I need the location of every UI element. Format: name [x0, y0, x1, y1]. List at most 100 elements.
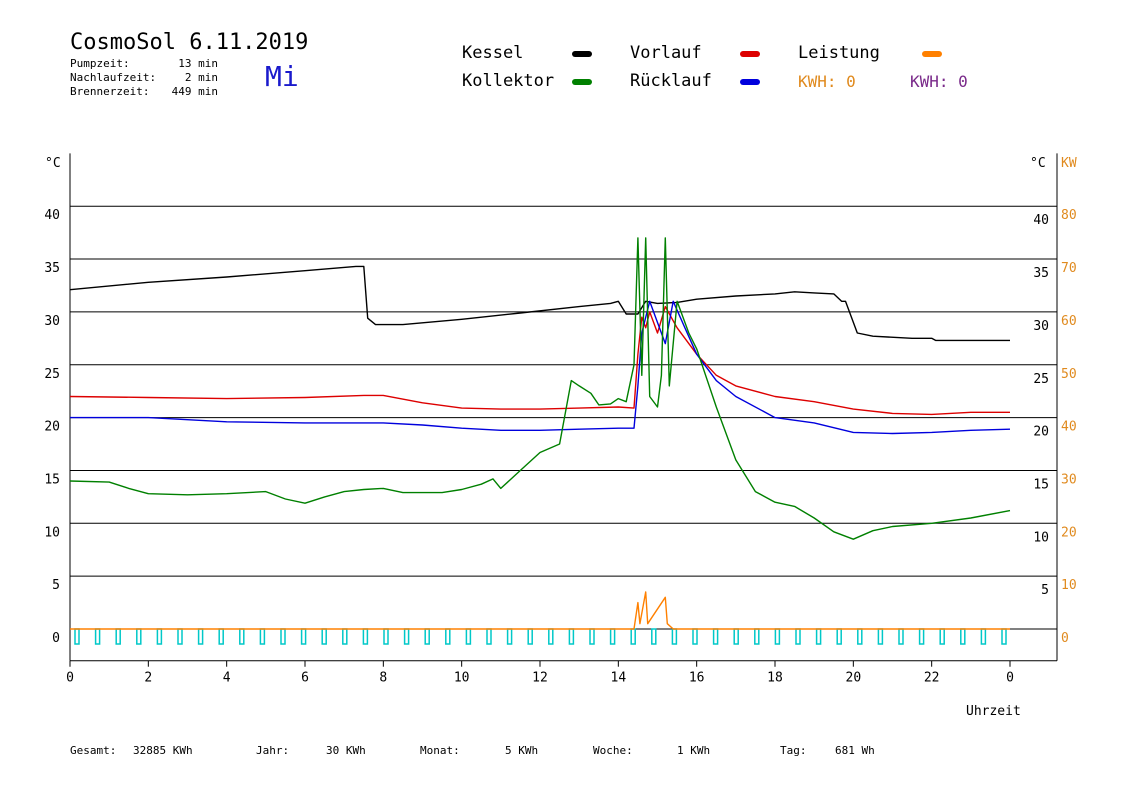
y-tick-label-left: 5	[52, 578, 60, 593]
stat-value: 2 min	[184, 71, 218, 84]
pump-marker	[424, 628, 430, 645]
x-axis-label: Uhrzeit	[966, 704, 1021, 719]
y-tick-label-right-celsius: 25	[1033, 372, 1049, 387]
series-line-kollektor	[69, 237, 1011, 540]
y-tick-label-right-kw: 70	[1061, 261, 1077, 276]
y-tick-label-left: 20	[44, 420, 60, 435]
y-tick-label-right-kw: 50	[1061, 367, 1077, 382]
y-tick-label-right-kw: 80	[1061, 208, 1077, 223]
legend-label-ruecklauf: Rücklauf	[630, 71, 712, 91]
y-tick-label-right-celsius: 15	[1033, 477, 1049, 492]
pump-marker	[156, 628, 163, 645]
y-tick-label-left: 25	[44, 367, 60, 382]
pump-marker	[197, 628, 204, 645]
y-axis-label-right-kw: KW	[1061, 156, 1077, 171]
weekday-label: Mi	[265, 60, 299, 93]
legend-label-vorlauf: Vorlauf	[630, 43, 702, 63]
stat-label: Pumpzeit:	[70, 57, 130, 70]
pump-marker	[465, 628, 472, 645]
chart-grid	[70, 205, 1057, 630]
legend-swatch-vorlauf	[740, 51, 760, 57]
y-axis-label-left: °C	[45, 156, 61, 171]
y-tick-label-right-celsius: 30	[1033, 319, 1049, 334]
stat-label: Brennerzeit:	[70, 85, 150, 98]
pump-marker	[939, 628, 945, 645]
y-tick-label-left: 10	[44, 525, 60, 540]
pump-marker	[94, 628, 101, 645]
legend-swatch-leistung	[922, 51, 942, 57]
x-tick-label: 12	[532, 671, 548, 686]
pump-marker	[1001, 628, 1007, 645]
pump-marker	[960, 628, 966, 645]
y-tick-label-left: 35	[44, 261, 60, 276]
footer-jahr-label: Jahr:	[256, 744, 290, 757]
footer-tag-value: 681 Wh	[835, 744, 875, 757]
y-tick-label-left: 15	[44, 472, 60, 487]
pump-marker	[239, 628, 245, 645]
pump-marker	[383, 628, 389, 645]
pump-marker	[630, 628, 636, 645]
y-tick-label-right-celsius: 10	[1033, 530, 1049, 545]
pump-marker	[403, 628, 410, 645]
x-tick-label: 14	[611, 671, 627, 686]
x-tick-label: 0	[1006, 671, 1014, 686]
pump-marker	[774, 628, 781, 645]
x-tick-label: 22	[924, 671, 940, 686]
footer-monat-value: 5 KWh	[505, 744, 539, 757]
series-line-leistung	[70, 591, 1010, 630]
stats-labels: Pumpzeit: Nachlaufzeit: Brennerzeit:	[70, 57, 156, 99]
pump-marker	[898, 628, 904, 645]
pump-marker	[506, 628, 513, 645]
x-tick-label: 16	[689, 671, 705, 686]
stat-label: Nachlaufzeit:	[70, 71, 157, 84]
x-tick-label: 8	[379, 671, 387, 686]
y-tick-label-right-kw: 10	[1061, 578, 1077, 593]
pump-markers	[74, 628, 1007, 645]
legend-label-leistung: Leistung	[798, 43, 880, 63]
y-tick-label-right-celsius: 20	[1033, 425, 1049, 440]
series-line-rücklauf	[70, 300, 1011, 435]
x-tick-label: 6	[301, 671, 309, 686]
y-tick-label-right-kw: 60	[1061, 314, 1077, 329]
pump-marker	[754, 628, 760, 645]
pump-marker	[815, 628, 822, 645]
legend-label-kessel: Kessel	[462, 43, 524, 63]
y-axis-label-right-celsius: °C	[1030, 156, 1046, 171]
pump-marker	[671, 628, 678, 645]
y-tick-label-right-kw: 40	[1061, 420, 1077, 435]
pump-marker	[712, 628, 719, 645]
x-tick-label: 10	[454, 671, 470, 686]
pump-marker	[733, 628, 739, 645]
stat-value: 13 min	[178, 57, 218, 70]
pump-marker	[177, 628, 183, 645]
pump-marker	[342, 628, 348, 645]
chart-axes	[69, 153, 1058, 662]
x-tick-label: 4	[223, 671, 231, 686]
legend-swatch-kollektor	[572, 79, 592, 85]
y-tick-label-right-celsius: 35	[1033, 266, 1049, 281]
pump-marker	[877, 628, 884, 645]
pump-marker	[651, 628, 657, 645]
page-title: CosmoSol 6.11.2019	[70, 30, 309, 55]
footer-tag-label: Tag:	[780, 744, 807, 757]
pump-marker	[980, 628, 987, 645]
x-tick-label: 0	[66, 671, 74, 686]
x-tick-label: 18	[767, 671, 783, 686]
footer-woche-label: Woche:	[593, 744, 633, 757]
stat-value: 449 min	[171, 85, 218, 98]
pump-marker	[692, 628, 698, 645]
pump-marker	[300, 628, 307, 645]
chart-ticks: 0 2 4 6 8 10 12 14 16 18 20 22 0 0 5 10 15 20 25 30 35 40 5 10 1…	[44, 208, 1076, 686]
pump-marker	[218, 628, 224, 645]
series-line-vorlauf	[69, 305, 1010, 416]
kwh-leistung: KWH: 0	[798, 72, 856, 91]
y-tick-label-right-kw: 20	[1061, 525, 1077, 540]
pump-marker	[115, 628, 121, 645]
pump-marker	[445, 628, 451, 645]
pump-marker	[280, 628, 286, 645]
pump-marker	[836, 628, 842, 645]
pump-marker	[136, 628, 142, 645]
y-tick-label-right-kw: 30	[1061, 472, 1077, 487]
pump-marker	[857, 628, 863, 645]
footer-gesamt-label: Gesamt:	[70, 744, 117, 757]
